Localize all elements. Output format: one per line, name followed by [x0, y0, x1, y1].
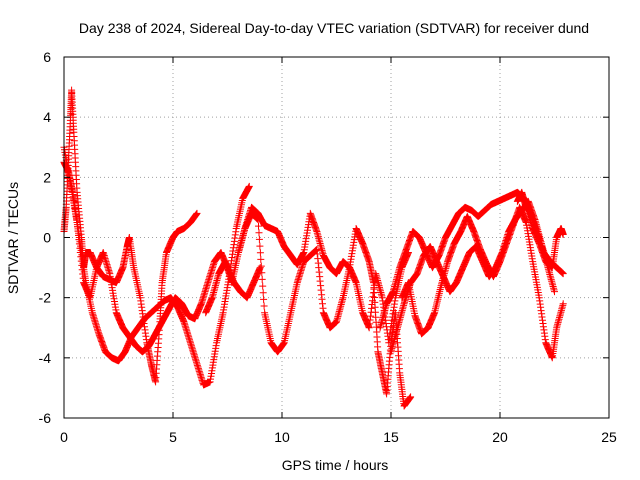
x-tick-label: 25	[601, 429, 617, 445]
axis-ticks: 0 5 10 15 20 25 -6 -4 -2 0 2 4 6	[39, 49, 617, 445]
series-track-8	[398, 203, 567, 362]
y-tick-label: 2	[43, 169, 51, 185]
x-tick-label: 10	[274, 429, 290, 445]
series-track-4	[202, 203, 412, 347]
marker-trace	[376, 188, 567, 332]
y-tick-label: -6	[39, 410, 52, 426]
y-tick-label: 6	[43, 49, 51, 65]
marker-trace	[398, 203, 567, 362]
grid	[64, 57, 609, 418]
y-tick-label: 0	[43, 230, 51, 246]
x-tick-label: 5	[169, 429, 177, 445]
x-tick-label: 15	[383, 429, 399, 445]
marker-trace	[513, 188, 567, 272]
x-tick-label: 20	[492, 429, 508, 445]
chart-title: Day 238 of 2024, Sidereal Day-to-day VTE…	[79, 20, 589, 36]
series-track-2	[60, 158, 253, 389]
series-track-5	[234, 209, 415, 410]
data-markers	[60, 86, 567, 410]
y-tick-label: -2	[39, 290, 52, 306]
marker-trace	[234, 209, 415, 410]
marker-trace	[60, 158, 253, 389]
marker-trace	[202, 203, 412, 347]
x-tick-label: 0	[60, 429, 68, 445]
y-axis-label: SDTVAR / TECUs	[5, 182, 21, 294]
y-tick-label: -4	[39, 350, 52, 366]
series-track-6	[376, 188, 567, 332]
x-axis-label: GPS time / hours	[282, 457, 389, 473]
series-track-9	[513, 188, 567, 272]
y-tick-label: 4	[43, 109, 51, 125]
